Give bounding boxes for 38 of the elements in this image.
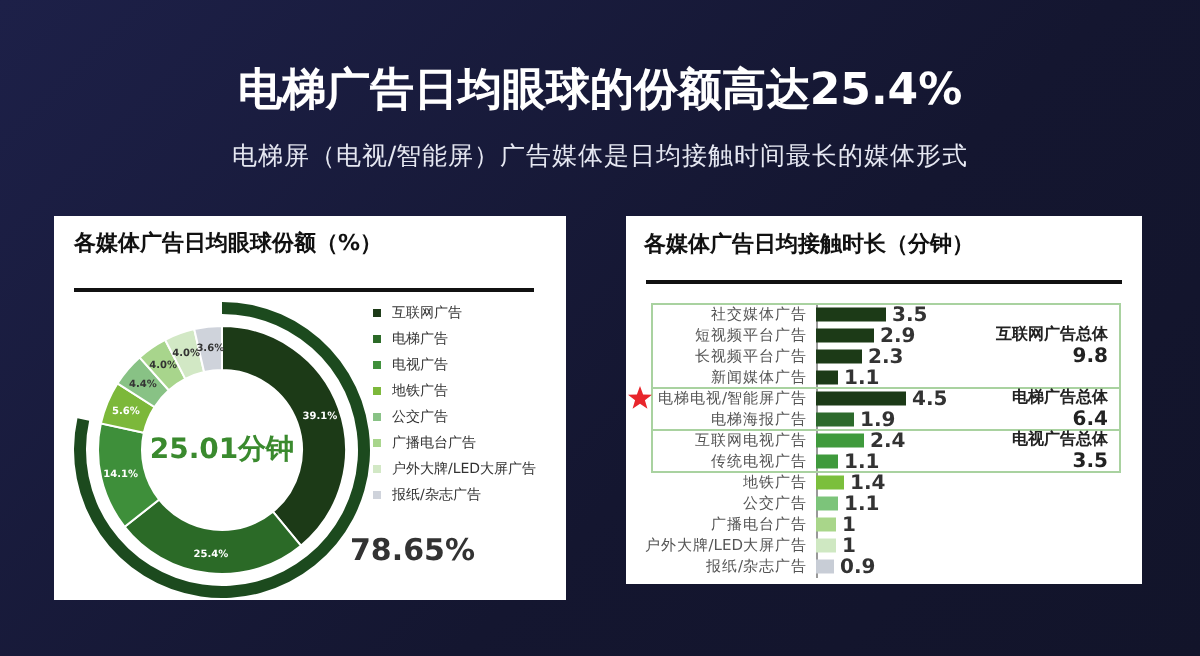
bar: [816, 433, 864, 448]
bar: [816, 538, 836, 553]
data-label: 1.4: [850, 472, 886, 495]
text: 电梯广告总体: [1012, 388, 1110, 406]
bar: [816, 517, 836, 532]
data-label: 1.1: [844, 367, 880, 390]
text: 电梯广告日均眼球的份额高达25.4%: [235, 63, 965, 120]
data-label: 3.5: [892, 304, 928, 327]
bar: [816, 370, 838, 385]
bar: [816, 475, 844, 490]
text: 3.5: [1072, 451, 1109, 473]
chart-title: 各媒体广告日均眼球份额（%）: [72, 230, 383, 256]
data-label: 0.9: [840, 556, 876, 579]
data-label: 1: [842, 535, 856, 558]
data-label: 2.3: [868, 346, 904, 369]
data-label: 2.9: [880, 325, 916, 348]
data-label: 1.9: [860, 409, 896, 432]
bar: [816, 412, 854, 427]
text: 25.01分钟: [149, 434, 295, 466]
text: 78.65%: [350, 532, 475, 568]
text: 电视广告总体: [1012, 430, 1110, 448]
bar: [816, 559, 834, 574]
text: 9.8: [1072, 346, 1109, 368]
data-label: 1.1: [844, 493, 880, 516]
bar: [816, 496, 838, 511]
bar: [816, 391, 906, 406]
bar: [816, 328, 874, 343]
bar: [816, 349, 862, 364]
chart-title: 各媒体广告日均接触时长（分钟）: [641, 231, 974, 257]
text: 互联网广告总体: [994, 325, 1110, 343]
bar: [816, 454, 838, 469]
data-label: 1: [842, 514, 856, 537]
text: 6.4: [1072, 409, 1109, 431]
bar: [816, 307, 886, 322]
data-label: 4.5: [912, 388, 948, 411]
text: 电梯屏（电视/智能屏）广告媒体是日均接触时间最长的媒体形式: [229, 140, 971, 174]
data-label: 2.4: [870, 430, 906, 453]
data-label: 1.1: [844, 451, 880, 474]
